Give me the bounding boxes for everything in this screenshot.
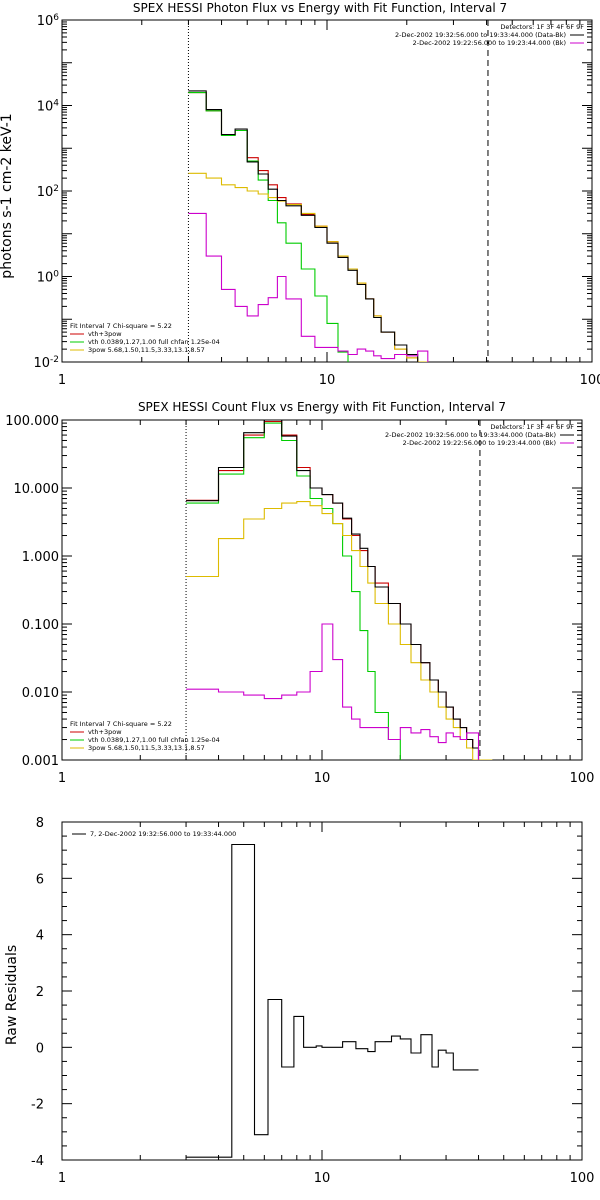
fit-interval-label: Fit Interval 7 Chi-square = 5.22 bbox=[70, 720, 172, 728]
y-tick-label: 8 bbox=[36, 816, 44, 831]
y-tick-label: 100.000 bbox=[5, 414, 59, 429]
legend-entry-label: 2-Dec-2002 19:22:56.000 to 19:23:44.000 … bbox=[413, 39, 566, 47]
x-tick-label: 10 bbox=[314, 771, 331, 786]
series-group bbox=[188, 90, 429, 362]
count-flux-title: SPEX HESSI Count Flux vs Energy with Fit… bbox=[138, 400, 506, 414]
series-line-0 bbox=[186, 843, 479, 1158]
y-axis-label: Raw Residuals bbox=[4, 945, 20, 1045]
series-line-3 bbox=[188, 90, 419, 362]
plot-frame bbox=[61, 821, 583, 1161]
series-line-0 bbox=[188, 92, 429, 362]
y-tick-label: 10-2 bbox=[33, 355, 59, 371]
series-line-1 bbox=[188, 92, 349, 362]
legend-entry-label: vth+3pow bbox=[88, 728, 122, 736]
series-line-4 bbox=[186, 623, 480, 760]
y-tick-label: 0.001 bbox=[22, 754, 59, 769]
y-tick-label: -4 bbox=[31, 1154, 44, 1169]
legend-entry-label: 7, 2-Dec-2002 19:32:56.000 to 19:33:44.0… bbox=[90, 830, 236, 838]
y-tick-label: 0 bbox=[36, 1041, 44, 1056]
legend-entry-label: vth 0.0389,1.27,1.00 full chfan 1.25e-04 bbox=[88, 736, 220, 744]
y-tick-label: 0.010 bbox=[22, 686, 59, 701]
y-tick-label: 6 bbox=[36, 872, 44, 887]
residuals-panel: Raw Residuals 1 10 100 -4 -2 0 2 4 6 8 7, 2-Dec-20… bbox=[4, 816, 594, 1186]
legend-entry-label: 2-Dec-2002 19:22:56.000 to 19:23:44.000 … bbox=[403, 439, 556, 447]
series-group bbox=[186, 420, 493, 760]
fit-interval-label: Fit Interval 7 Chi-square = 5.22 bbox=[70, 322, 172, 330]
y-tick-label: 104 bbox=[37, 99, 60, 115]
x-tick-label: 100 bbox=[570, 1171, 595, 1186]
series-line-0 bbox=[186, 420, 480, 760]
legend-entry-label: vth+3pow bbox=[88, 330, 122, 338]
detectors-label: Detectors: 1F 3F 4F 6F 9F bbox=[490, 423, 574, 431]
legend-entry-label: 3pow 5.68,1.50,11.5,3.33,13.1,8.57 bbox=[88, 346, 205, 354]
series-line-2 bbox=[188, 172, 429, 362]
y-tick-label: 10.000 bbox=[14, 482, 60, 497]
plot-frame bbox=[61, 419, 583, 761]
legend-entry-label: 3pow 5.68,1.50,11.5,3.33,13.1,8.57 bbox=[88, 744, 205, 752]
x-tick-label: 10 bbox=[319, 373, 336, 388]
legend-entry-label: vth 0.0389,1.27,1.00 full chfan 1.25e-04 bbox=[88, 338, 220, 346]
y-tick-label: -2 bbox=[31, 1098, 44, 1113]
y-tick-label: 106 bbox=[37, 13, 60, 29]
residuals-ylabel: Raw Residuals bbox=[4, 945, 20, 1045]
x-tick-label: 1 bbox=[58, 373, 66, 388]
y-tick-label: 100 bbox=[37, 270, 60, 286]
y-tick-label: 102 bbox=[37, 184, 59, 200]
y-tick-label: 1.000 bbox=[22, 550, 59, 565]
series-line-1 bbox=[186, 422, 401, 760]
photon-flux-ylabel: photons s-1 cm-2 keV-1 bbox=[0, 113, 15, 278]
legend-entry-label: 2-Dec-2002 19:32:56.000 to 19:33:44.000 … bbox=[395, 31, 566, 39]
y-tick-label: 2 bbox=[36, 985, 44, 1000]
photon-flux-title: SPEX HESSI Photon Flux vs Energy with Fi… bbox=[133, 1, 507, 15]
y-axis-label: photons s-1 cm-2 keV-1 bbox=[0, 113, 15, 278]
photon-flux-panel: SPEX HESSI Photon Flux vs Energy with Fi… bbox=[0, 1, 600, 388]
x-tick-label: 100 bbox=[570, 771, 595, 786]
x-tick-label: 100 bbox=[580, 373, 600, 388]
series-line-4 bbox=[188, 212, 429, 362]
x-tick-label: 1 bbox=[58, 1171, 66, 1186]
legend-entry-label: 2-Dec-2002 19:32:56.000 to 19:33:44.000 … bbox=[385, 431, 556, 439]
x-tick-label: 1 bbox=[58, 771, 66, 786]
series-group bbox=[186, 843, 479, 1158]
x-tick-label: 10 bbox=[314, 1171, 331, 1186]
y-tick-label: 0.100 bbox=[22, 618, 59, 633]
y-tick-label: 4 bbox=[36, 929, 44, 944]
series-line-2 bbox=[186, 501, 493, 760]
count-flux-panel: SPEX HESSI Count Flux vs Energy with Fit… bbox=[5, 400, 594, 786]
series-line-3 bbox=[186, 420, 480, 760]
detectors-label: Detectors: 1F 3F 4F 6F 9F bbox=[500, 23, 584, 31]
